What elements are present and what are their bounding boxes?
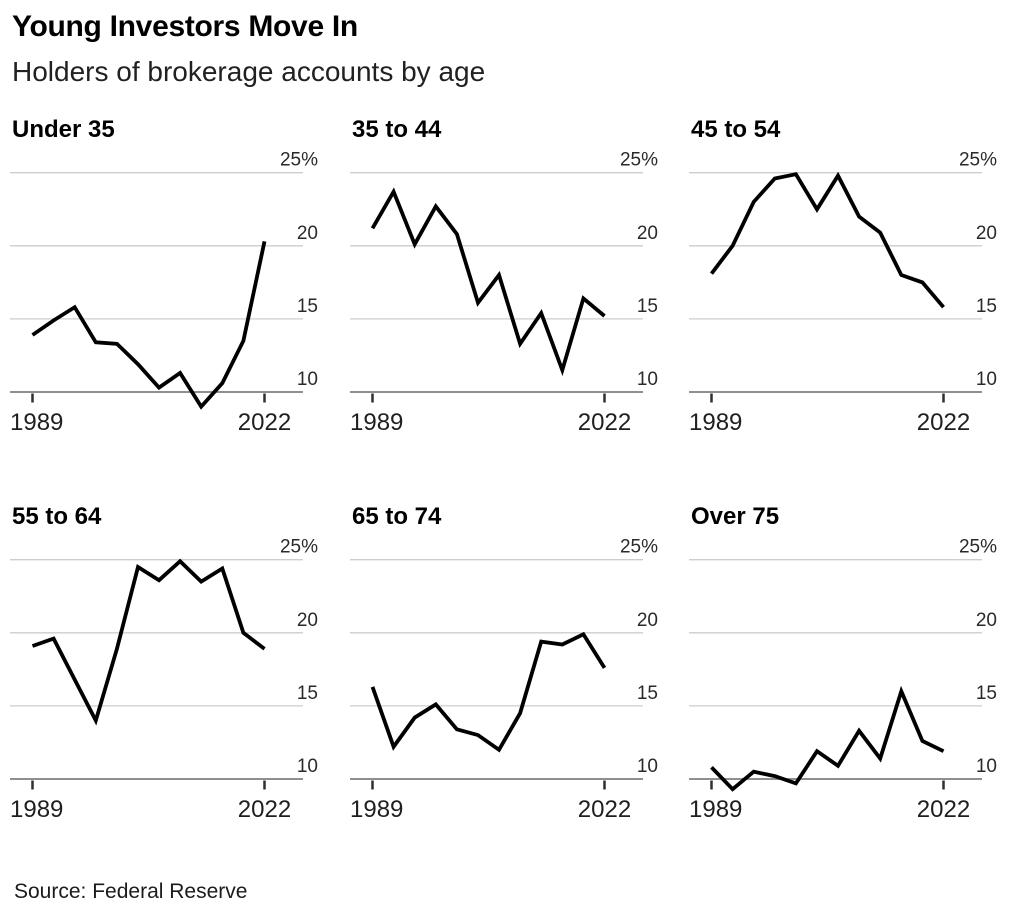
x-axis-label: 2022 bbox=[578, 796, 631, 823]
y-axis-label: 25% bbox=[959, 150, 997, 171]
panel-chart: 25% 20 15 10 1989 2022 bbox=[689, 150, 997, 436]
panel-chart: 25% 20 15 10 1989 2022 bbox=[10, 537, 318, 823]
source-note: Source: Federal Reserve bbox=[14, 880, 248, 903]
y-axis-label: 25% bbox=[959, 537, 997, 558]
panel-title: 65 to 74 bbox=[352, 503, 442, 530]
chart-panel: Under 35 25% 20 15 10 1989 2022 bbox=[10, 116, 350, 443]
panel-chart: 25% 20 15 10 1989 2022 bbox=[350, 537, 658, 823]
y-axis-label: 10 bbox=[297, 369, 318, 390]
data-line bbox=[710, 685, 945, 792]
y-axis-label: 15 bbox=[297, 683, 318, 704]
y-axis-label: 10 bbox=[637, 369, 658, 390]
panel-title: 45 to 54 bbox=[691, 116, 781, 143]
x-axis-label: 1989 bbox=[689, 409, 742, 436]
panel-title: Under 35 bbox=[12, 116, 115, 143]
y-axis-label: 20 bbox=[637, 223, 658, 244]
x-axis-label: 2022 bbox=[917, 796, 970, 823]
y-axis-label: 25% bbox=[280, 150, 318, 171]
y-axis-label: 15 bbox=[297, 296, 318, 317]
y-axis-label: 25% bbox=[620, 150, 658, 171]
y-axis-label: 10 bbox=[976, 369, 997, 390]
x-axis-label: 2022 bbox=[578, 409, 631, 436]
x-axis-label: 1989 bbox=[350, 409, 403, 436]
chart-subtitle: Holders of brokerage accounts by age bbox=[12, 56, 486, 87]
chart-header: Young Investors Move In Holders of broke… bbox=[10, 10, 1024, 88]
chart-panel: 35 to 44 25% 20 15 10 1989 2022 bbox=[350, 116, 689, 443]
panel-title: Over 75 bbox=[691, 503, 780, 530]
panel-title: 55 to 64 bbox=[12, 503, 102, 530]
chart-panel: 45 to 54 25% 20 15 10 1989 2022 bbox=[689, 116, 1024, 443]
data-line bbox=[370, 631, 607, 753]
x-axis-label: 1989 bbox=[689, 796, 742, 823]
x-axis-label: 2022 bbox=[238, 796, 291, 823]
y-axis-label: 25% bbox=[620, 537, 658, 558]
chart-panel: 65 to 74 25% 20 15 10 1989 2022 bbox=[350, 503, 689, 830]
panel-chart: 25% 20 15 10 1989 2022 bbox=[350, 150, 658, 436]
data-line bbox=[709, 171, 945, 309]
y-axis-label: 15 bbox=[637, 683, 658, 704]
panels-grid: Under 35 25% 20 15 10 1989 2022 35 to 44 25% 2… bbox=[10, 116, 1024, 830]
x-axis-label: 2022 bbox=[917, 409, 970, 436]
y-axis-label: 20 bbox=[297, 610, 318, 631]
data-line bbox=[370, 187, 606, 377]
x-axis-label: 2022 bbox=[238, 409, 291, 436]
y-axis-label: 20 bbox=[976, 223, 997, 244]
y-axis-label: 20 bbox=[297, 223, 318, 244]
x-axis-label: 1989 bbox=[350, 796, 403, 823]
chart-panel: 55 to 64 25% 20 15 10 1989 2022 bbox=[10, 503, 350, 830]
y-axis-label: 20 bbox=[637, 610, 658, 631]
chart-title: Young Investors Move In bbox=[12, 10, 358, 43]
y-axis-label: 10 bbox=[637, 756, 658, 777]
y-axis-label: 15 bbox=[637, 296, 658, 317]
y-axis-label: 25% bbox=[280, 537, 318, 558]
panel-chart: 25% 20 15 10 1989 2022 bbox=[689, 537, 997, 823]
y-axis-label: 15 bbox=[976, 683, 997, 704]
panel-chart: 25% 20 15 10 1989 2022 bbox=[10, 150, 318, 436]
y-axis-label: 10 bbox=[297, 756, 318, 777]
data-line bbox=[31, 558, 266, 726]
panel-title: 35 to 44 bbox=[352, 116, 442, 143]
data-line bbox=[31, 241, 267, 410]
x-axis-label: 1989 bbox=[10, 796, 63, 823]
y-axis-label: 20 bbox=[976, 610, 997, 631]
y-axis-label: 10 bbox=[976, 756, 997, 777]
x-axis-label: 1989 bbox=[10, 409, 63, 436]
y-axis-label: 15 bbox=[976, 296, 997, 317]
chart-panel: Over 75 25% 20 15 10 1989 2022 bbox=[689, 503, 1024, 830]
